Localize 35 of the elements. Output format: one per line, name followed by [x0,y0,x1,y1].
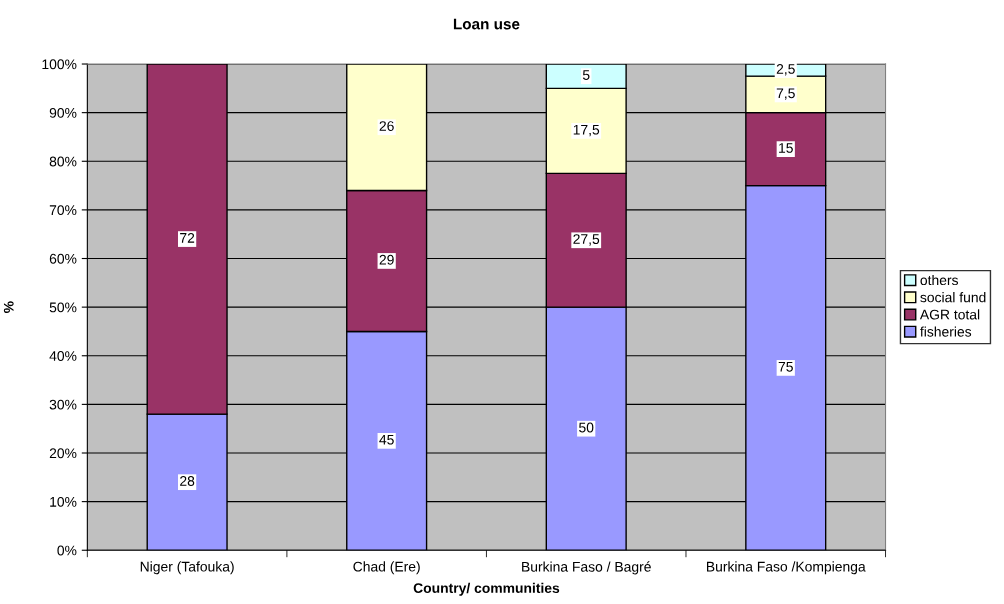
y-tick-label: 20% [49,448,77,459]
data-label: 7,5 [776,88,795,100]
data-label: 17,5 [573,124,600,137]
data-label: 75 [778,361,793,372]
x-tick-label: Burkina Faso /Kompienga [706,561,866,575]
data-label: 27,5 [573,234,600,246]
legend-label: fisheries [920,326,972,337]
y-tick-label: 80% [49,156,77,167]
y-tick-label: 70% [49,205,77,216]
y-tick-label: 90% [49,107,77,118]
y-tick-label: 50% [49,302,77,313]
x-tick-label: Chad (Ere) [353,561,420,575]
legend-label: AGR total [919,309,980,320]
data-label: 26 [379,121,394,131]
chart-title: Loan use [453,18,520,30]
legend-label: social fund [920,292,986,303]
x-tick-label: Niger (Tafouka) [140,561,234,575]
data-label: 28 [180,476,195,486]
y-tick-label: 10% [50,496,77,507]
data-label: 72 [180,232,195,243]
data-label: 29 [379,254,394,265]
data-label: 5 [582,70,590,80]
data-label: 15 [779,143,793,153]
y-tick-label: 100% [42,59,77,70]
data-label: 50 [579,422,594,433]
data-label: 2,5 [776,63,795,76]
legend-label: others [920,274,958,286]
y-tick-label: 40% [49,351,77,361]
y-tick-label: 30% [49,399,77,410]
x-axis-title: Country/ communities [413,582,560,596]
y-tick-label: 0% [57,545,77,556]
x-tick-label: Burkina Faso / Bagré [522,561,651,575]
y-tick-label: 60% [49,253,77,264]
y-axis-title: % [3,301,14,313]
data-label: 45 [379,434,394,445]
